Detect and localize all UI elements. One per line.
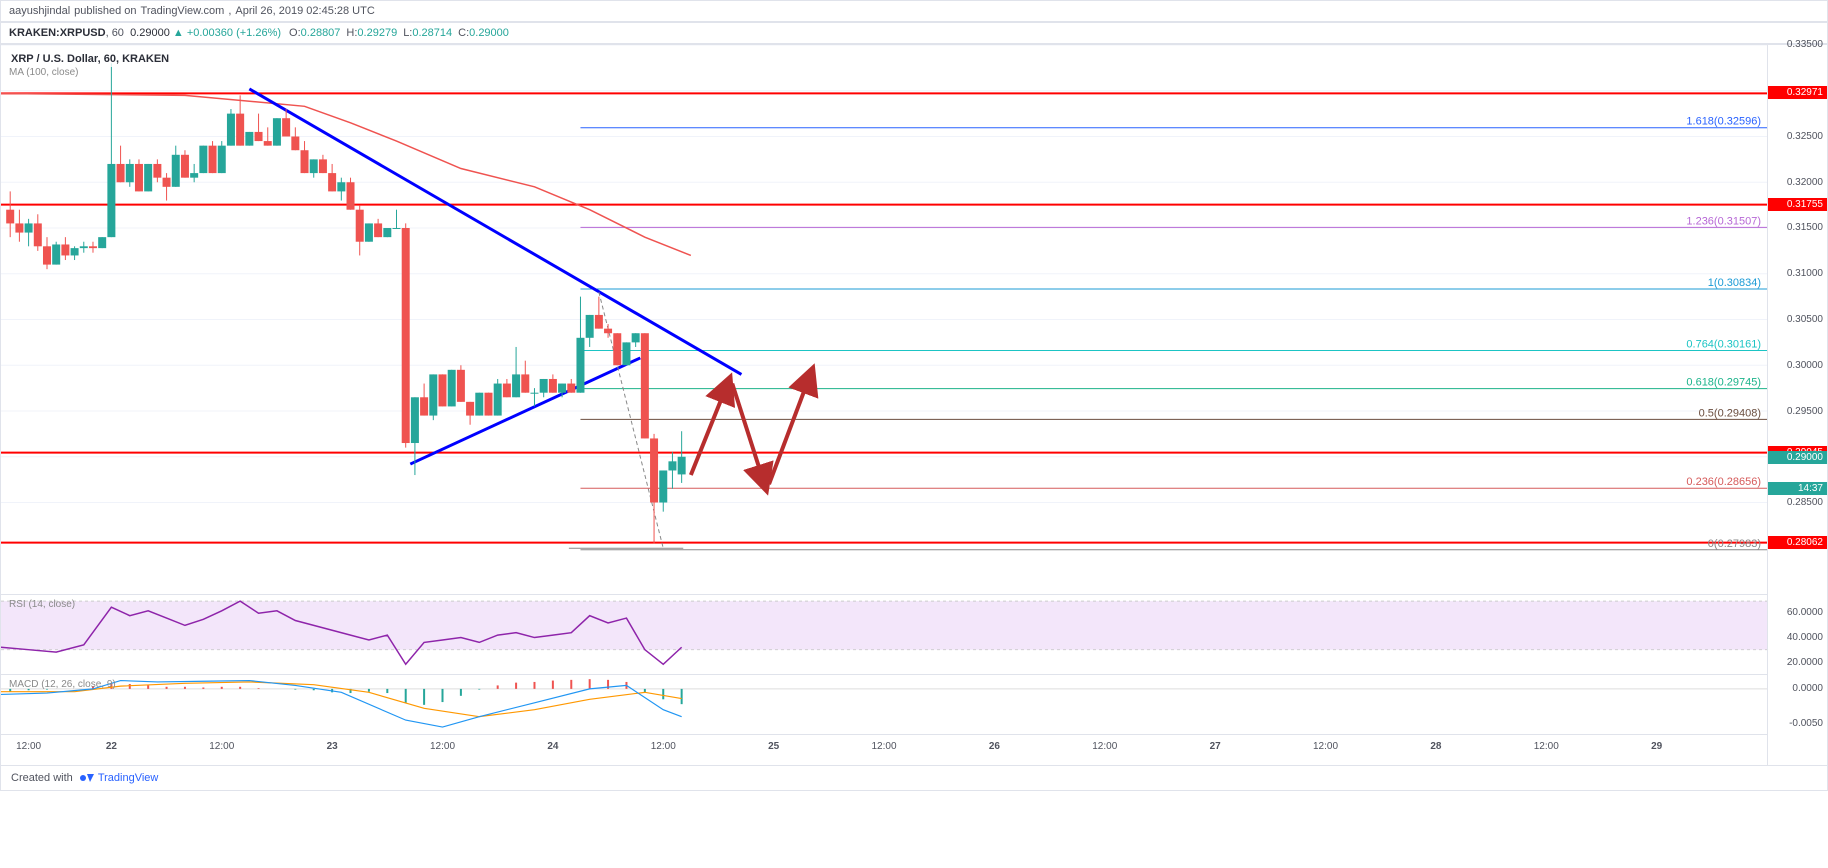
axis-corner [1767,735,1827,765]
chart-title: XRP / U.S. Dollar, 60, KRAKEN [9,51,171,67]
publisher[interactable]: aayushjindal [9,5,70,17]
price-chart[interactable]: XRP / U.S. Dollar, 60, KRAKEN MA (100, c… [1,45,1767,595]
ma-label: MA (100, close) [9,67,78,78]
macd-label: MACD (12, 26, close, 9) [9,679,116,690]
svg-text:0.764(0.30161): 0.764(0.30161) [1686,339,1761,351]
svg-text:1.618(0.32596): 1.618(0.32596) [1686,116,1761,128]
high-value: 0.29279 [357,27,397,39]
svg-text:1.236(0.31507): 1.236(0.31507) [1686,215,1761,227]
rsi-panel[interactable]: RSI (14, close) [1,595,1767,675]
svg-text:0.5(0.29408): 0.5(0.29408) [1699,407,1761,419]
macd-y-axis: 0.0000-0.0050 [1767,675,1827,735]
macd-svg [1,675,1767,734]
macd-panel[interactable]: MACD (12, 26, close, 9) [1,675,1767,735]
rsi-svg [1,595,1767,674]
arrow-up-icon: ▲ [170,27,187,39]
rsi-label: RSI (14, close) [9,599,75,610]
svg-text:0.618(0.29745): 0.618(0.29745) [1686,377,1761,389]
close-value: 0.29000 [469,27,509,39]
header-bar: aayushjindal published on TradingView.co… [0,0,1828,22]
footer-text: Created with [11,772,73,784]
symbol[interactable]: KRAKEN:XRPUSD [9,27,106,39]
published-text: published on [74,5,136,17]
change-pct: (+1.26%) [236,27,281,39]
low-value: 0.28714 [412,27,452,39]
price-svg: 1.618(0.32596) 1.236(0.31507) 1(0.30834) 0.… [1,45,1767,594]
rsi-y-axis: 60.000040.000020.0000 [1767,595,1827,675]
interval: 60 [112,27,124,39]
publish-date: April 26, 2019 02:45:28 UTC [235,5,374,17]
svg-text:0.236(0.28656): 0.236(0.28656) [1686,476,1761,488]
footer: Created with TradingView [0,766,1828,791]
price-y-axis: 0.335000.330000.325000.320000.315000.310… [1767,45,1827,595]
ohlc-bar: KRAKEN:XRPUSD , 60 0.29000 ▲ +0.00360 (+… [0,22,1828,44]
svg-text:1(0.30834): 1(0.30834) [1708,277,1761,289]
svg-text:0(0.27983): 0(0.27983) [1708,538,1761,550]
time-axis: 12:002212:002312:002412:002512:002612:00… [1,735,1767,765]
open-value: 0.28807 [301,27,341,39]
change: +0.00360 [187,27,233,39]
last-price: 0.29000 [130,27,170,39]
tradingview-logo-icon[interactable]: TradingView [79,772,159,784]
site[interactable]: TradingView.com [141,5,225,17]
